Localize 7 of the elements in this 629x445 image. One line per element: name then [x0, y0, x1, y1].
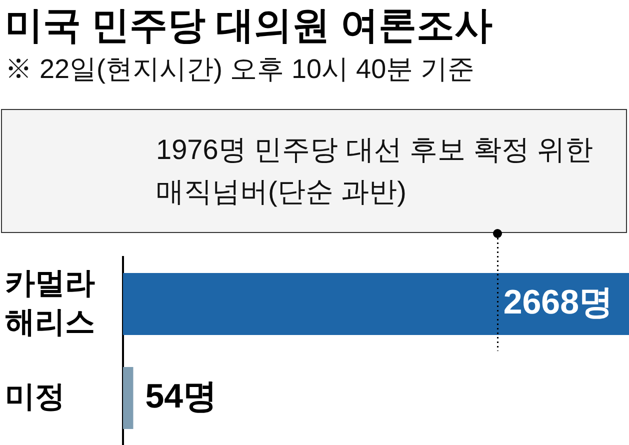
- y-tick-label: 카멀라 해리스: [5, 266, 95, 339]
- data-label: 54명: [145, 377, 218, 416]
- chart-title: 미국 민주당 대의원 여론조사: [5, 4, 493, 48]
- ref-line-label: 1976명 민주당 대선 후보 확정 위한 매직넘버(단순 과반): [156, 133, 594, 209]
- data-label: 2668명: [503, 283, 613, 322]
- y-tick-label: 미정: [5, 380, 65, 414]
- chart-subtitle: ※ 22일(현지시간) 오후 10시 40분 기준: [5, 53, 475, 86]
